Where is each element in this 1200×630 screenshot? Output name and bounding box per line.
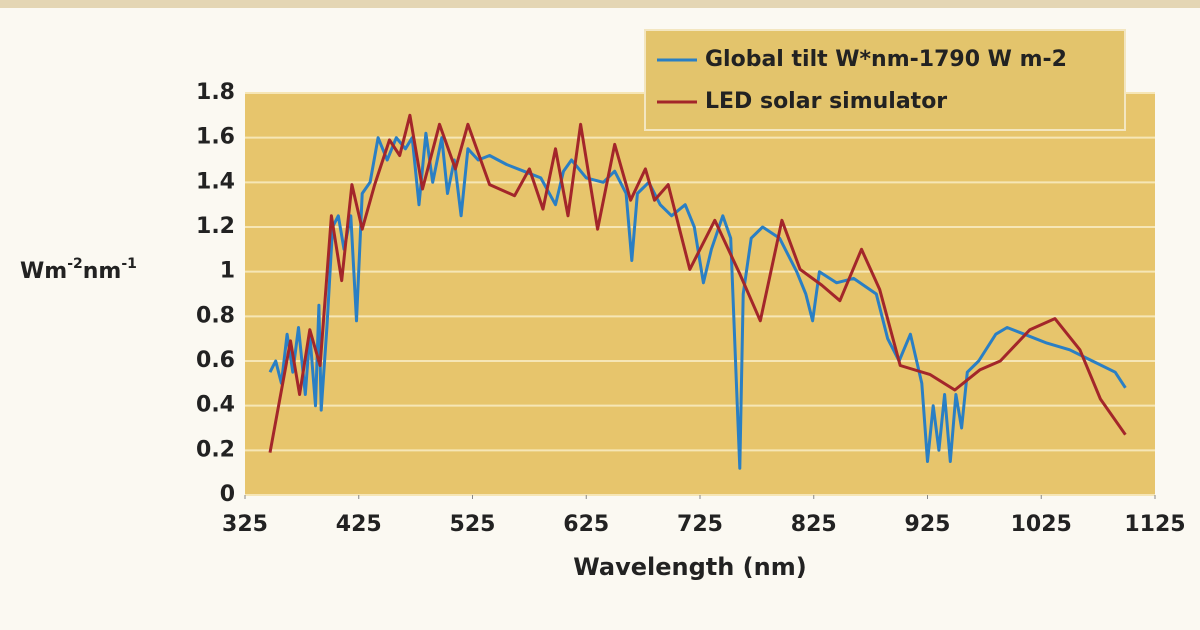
legend-box (644, 29, 1126, 131)
y-tick-label: 0.2 (196, 437, 235, 462)
y-tick-label: 1.8 (196, 80, 235, 105)
y-label-text: nm (83, 259, 122, 284)
x-tick-label: 525 (450, 512, 496, 537)
y-tick-label: 0.6 (196, 348, 235, 373)
x-tick-label: 1025 (1011, 512, 1072, 537)
y-tick-label: 0.4 (196, 393, 235, 418)
plot-area (245, 93, 1155, 495)
y-label-superscript: -1 (121, 256, 137, 272)
x-tick-label: 625 (563, 512, 609, 537)
y-tick-label: 1 (220, 259, 235, 284)
y-tick-label: 1.4 (196, 169, 235, 194)
y-tick-label: 0.8 (196, 303, 235, 328)
x-tick-label: 325 (222, 512, 268, 537)
y-label-text: Wm (20, 259, 67, 284)
y-tick-label: 0 (220, 482, 235, 507)
y-tick-label: 1.2 (196, 214, 235, 239)
x-tick-label: 425 (336, 512, 382, 537)
x-tick-label: 825 (791, 512, 837, 537)
top-band (0, 0, 1200, 8)
y-label-superscript: -2 (67, 256, 83, 272)
x-tick-label: 1125 (1124, 512, 1185, 537)
y-tick-label: 1.6 (196, 125, 235, 150)
x-tick-label: 725 (677, 512, 723, 537)
legend-label: Global tilt W*nm-1790 W m-2 (705, 47, 1067, 72)
x-tick-label: 925 (905, 512, 951, 537)
legend-label: LED solar simulator (705, 89, 947, 114)
data-line (268, 113, 1127, 453)
y-axis-label: Wm-2nm-1 (20, 256, 137, 284)
x-axis-label: Wavelength (nm) (573, 553, 806, 581)
